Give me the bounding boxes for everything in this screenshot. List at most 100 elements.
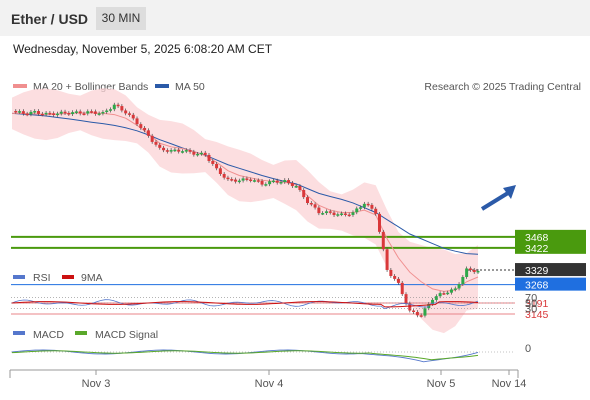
candle-body — [169, 150, 173, 152]
candle-body — [105, 110, 109, 113]
candle-body — [37, 111, 41, 114]
candle-body — [446, 292, 450, 295]
candle-body — [396, 278, 400, 283]
forecast-arrow-head — [503, 185, 516, 199]
candle-body — [313, 204, 317, 208]
chart-datetime: Wednesday, November 5, 2025 6:08:20 AM C… — [13, 42, 273, 56]
candle-body — [468, 268, 472, 270]
level-label-3268: 3268 — [525, 280, 549, 292]
candle-body — [63, 111, 67, 114]
candle-body — [218, 168, 222, 175]
candle-body — [434, 296, 438, 300]
candle-body — [290, 182, 294, 187]
candle-body — [177, 149, 181, 152]
candle-body — [131, 114, 135, 119]
ma50-legend-label: MA 50 — [175, 81, 205, 93]
candle-body — [93, 111, 97, 114]
candle-body — [457, 284, 461, 289]
rsi-line — [11, 299, 479, 310]
level-tag-3268 — [515, 277, 586, 291]
candle-body — [90, 111, 94, 113]
candle-body — [97, 113, 101, 115]
credit-text: Research © 2025 Trading Central — [424, 81, 581, 93]
candle-body — [351, 212, 355, 215]
candle-body — [287, 180, 291, 183]
candle-body — [408, 303, 412, 311]
ma50-line — [11, 112, 479, 255]
candle-body — [264, 184, 268, 186]
candle-body — [222, 174, 226, 178]
candle-body — [192, 151, 196, 155]
candle-body — [275, 180, 279, 183]
candle-body — [67, 113, 71, 115]
level-label-3191: 3191 — [525, 298, 549, 310]
candle-body — [374, 208, 378, 214]
candle-body — [196, 153, 200, 156]
candle-body — [370, 204, 374, 209]
level-tag-3468 — [515, 229, 586, 243]
candle-body — [442, 293, 446, 295]
candle-body — [18, 111, 22, 113]
candle-body — [476, 270, 480, 273]
candle-body — [336, 214, 340, 216]
candle-body — [377, 213, 381, 232]
candle-body — [359, 207, 363, 209]
candle-body — [124, 110, 128, 114]
candle-body — [82, 113, 86, 116]
candle-body — [268, 181, 272, 185]
candle-body — [55, 113, 59, 116]
candle-body — [52, 113, 56, 116]
candle-body — [404, 294, 408, 304]
x-tick-label-3: Nov 14 — [492, 378, 527, 390]
candle-body — [74, 111, 78, 113]
candle-body — [366, 203, 370, 206]
candle-body — [116, 104, 120, 107]
timeframe-button[interactable]: 30 MIN — [96, 7, 146, 30]
rsi-legend-swatch — [13, 275, 25, 279]
candle-body — [86, 111, 90, 114]
candle-body — [317, 207, 321, 214]
candle-body — [40, 113, 44, 116]
candle-body — [412, 310, 416, 313]
candle-body — [306, 197, 310, 203]
candle-body — [146, 130, 150, 136]
candle-body — [29, 111, 33, 115]
rsi-tick-50: 50 — [525, 298, 537, 310]
candle-body — [226, 177, 230, 180]
candle-body — [332, 212, 336, 216]
instrument-title: Ether / USD — [11, 11, 89, 27]
rsi-ma-legend-swatch — [62, 275, 74, 279]
candle-body — [355, 208, 359, 213]
rsi-ma-legend-label: 9MA — [81, 272, 103, 284]
candle-body — [211, 161, 215, 164]
candle-body — [71, 112, 75, 115]
candle-body — [150, 135, 154, 142]
candle-body — [419, 315, 423, 317]
candle-body — [154, 141, 158, 145]
macd-signal-line — [11, 350, 479, 361]
candle-body — [59, 111, 63, 114]
candle-body — [362, 203, 366, 208]
macd-signal-legend-swatch — [75, 331, 87, 335]
candle-body — [165, 150, 169, 152]
macd-legend-swatch — [13, 331, 25, 335]
bollinger-legend-label: MA 20 + Bollinger Bands — [33, 81, 148, 93]
candle-body — [252, 180, 256, 182]
candle-body — [431, 299, 435, 304]
candle-body — [173, 149, 177, 152]
candle-body — [260, 180, 264, 185]
candle-body — [340, 213, 344, 215]
candle-body — [199, 152, 203, 155]
candle-body — [188, 150, 192, 152]
level-label-3329: 3329 — [525, 265, 549, 277]
candle-body — [472, 269, 476, 273]
forecast-arrow — [480, 191, 510, 211]
candle-body — [158, 144, 162, 148]
candle-body — [184, 150, 188, 152]
candle-body — [101, 111, 105, 114]
rsi-legend-label: RSI — [33, 272, 51, 284]
candle-body — [415, 312, 419, 316]
level-tag-3329 — [515, 263, 586, 277]
macd-legend-label: MACD — [33, 329, 64, 341]
